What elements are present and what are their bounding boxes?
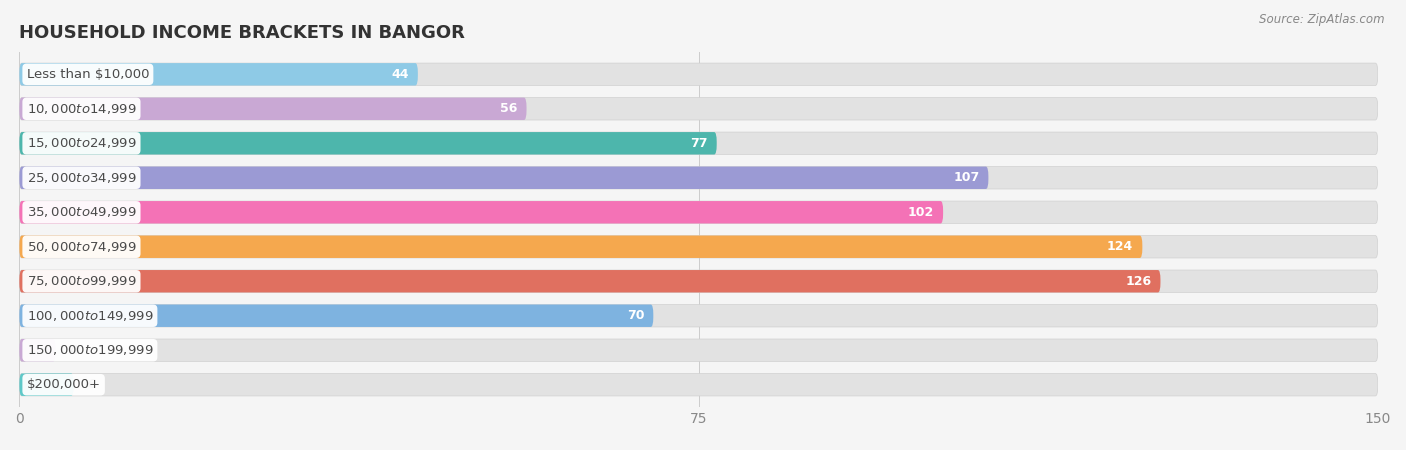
FancyBboxPatch shape — [20, 305, 654, 327]
Text: $50,000 to $74,999: $50,000 to $74,999 — [27, 240, 136, 254]
FancyBboxPatch shape — [20, 339, 56, 361]
FancyBboxPatch shape — [20, 201, 1378, 224]
Text: $150,000 to $199,999: $150,000 to $199,999 — [27, 343, 153, 357]
Text: 107: 107 — [953, 171, 980, 184]
FancyBboxPatch shape — [20, 166, 1378, 189]
FancyBboxPatch shape — [20, 235, 1142, 258]
FancyBboxPatch shape — [20, 201, 943, 224]
Text: Less than $10,000: Less than $10,000 — [27, 68, 149, 81]
FancyBboxPatch shape — [20, 270, 1160, 292]
FancyBboxPatch shape — [20, 374, 1378, 396]
Text: 44: 44 — [391, 68, 409, 81]
Text: $25,000 to $34,999: $25,000 to $34,999 — [27, 171, 136, 185]
FancyBboxPatch shape — [20, 166, 988, 189]
Text: $100,000 to $149,999: $100,000 to $149,999 — [27, 309, 153, 323]
Text: 77: 77 — [690, 137, 707, 150]
Text: 126: 126 — [1125, 275, 1152, 288]
Text: 70: 70 — [627, 309, 644, 322]
Text: $10,000 to $14,999: $10,000 to $14,999 — [27, 102, 136, 116]
FancyBboxPatch shape — [20, 63, 1378, 86]
Text: 102: 102 — [908, 206, 934, 219]
FancyBboxPatch shape — [20, 270, 1378, 292]
FancyBboxPatch shape — [20, 374, 73, 396]
Text: Source: ZipAtlas.com: Source: ZipAtlas.com — [1260, 14, 1385, 27]
Text: 124: 124 — [1107, 240, 1133, 253]
FancyBboxPatch shape — [20, 305, 1378, 327]
Text: $15,000 to $24,999: $15,000 to $24,999 — [27, 136, 136, 150]
Text: $200,000+: $200,000+ — [27, 378, 101, 391]
Text: $35,000 to $49,999: $35,000 to $49,999 — [27, 205, 136, 219]
Text: 4: 4 — [69, 344, 77, 357]
FancyBboxPatch shape — [20, 132, 717, 154]
FancyBboxPatch shape — [20, 98, 526, 120]
FancyBboxPatch shape — [20, 339, 1378, 361]
FancyBboxPatch shape — [20, 98, 1378, 120]
Text: 6: 6 — [87, 378, 96, 391]
Text: HOUSEHOLD INCOME BRACKETS IN BANGOR: HOUSEHOLD INCOME BRACKETS IN BANGOR — [20, 24, 465, 42]
FancyBboxPatch shape — [20, 132, 1378, 154]
FancyBboxPatch shape — [20, 63, 418, 86]
Text: $75,000 to $99,999: $75,000 to $99,999 — [27, 274, 136, 288]
FancyBboxPatch shape — [20, 235, 1378, 258]
Text: 56: 56 — [501, 102, 517, 115]
